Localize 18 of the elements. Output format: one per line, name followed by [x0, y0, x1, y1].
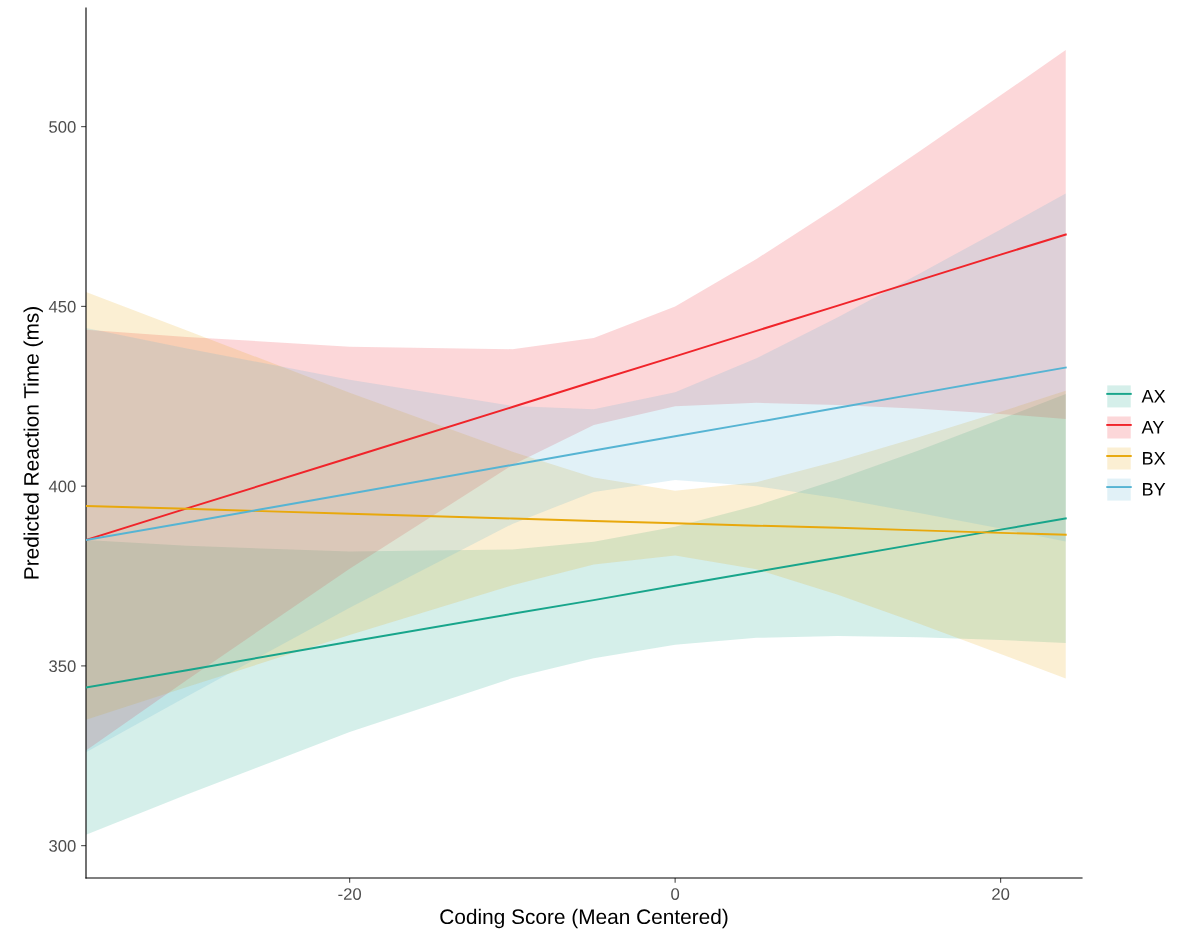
y-axis-title: Predicted Reaction Time (ms) [23, 307, 43, 579]
line-series [86, 504, 1067, 536]
y-tick-label: 500 [49, 121, 76, 133]
legend-label: BX [1143, 452, 1166, 465]
line-series [86, 517, 1067, 689]
x-tick-label: 0 [671, 888, 680, 900]
y-tick-label: 400 [48, 480, 76, 493]
x-tick-label: 20 [992, 888, 1010, 900]
legend-label: BY [1143, 483, 1166, 496]
legend-label: AY [1141, 421, 1164, 434]
x-tick-label: -20 [338, 888, 362, 900]
line-series [86, 366, 1067, 542]
legend-label: AX [1141, 389, 1166, 403]
y-tick-label: 300 [49, 840, 76, 852]
x-axis-title: Coding Score (Mean Centered) [440, 908, 728, 929]
y-tick-label: 450 [48, 300, 76, 313]
y-tick-label: 350 [49, 660, 76, 673]
line-series [86, 233, 1067, 542]
